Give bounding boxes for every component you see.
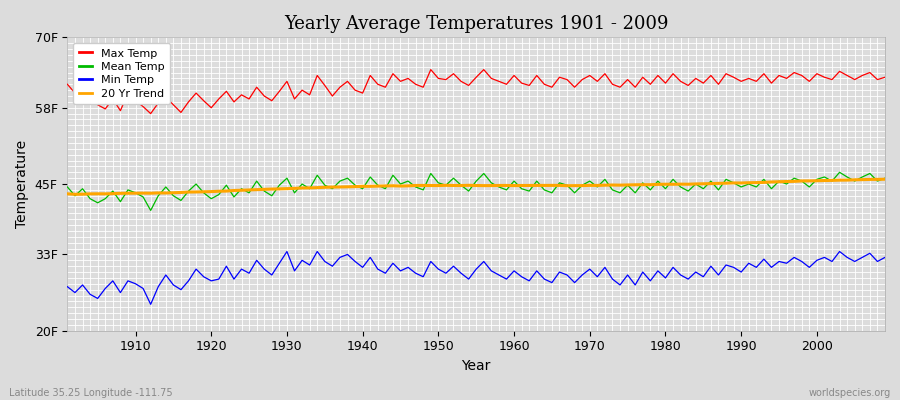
- Y-axis label: Temperature: Temperature: [15, 140, 29, 228]
- Text: Latitude 35.25 Longitude -111.75: Latitude 35.25 Longitude -111.75: [9, 388, 173, 398]
- Title: Yearly Average Temperatures 1901 - 2009: Yearly Average Temperatures 1901 - 2009: [284, 15, 669, 33]
- Text: worldspecies.org: worldspecies.org: [809, 388, 891, 398]
- Legend: Max Temp, Mean Temp, Min Temp, 20 Yr Trend: Max Temp, Mean Temp, Min Temp, 20 Yr Tre…: [73, 43, 170, 104]
- X-axis label: Year: Year: [462, 359, 490, 373]
